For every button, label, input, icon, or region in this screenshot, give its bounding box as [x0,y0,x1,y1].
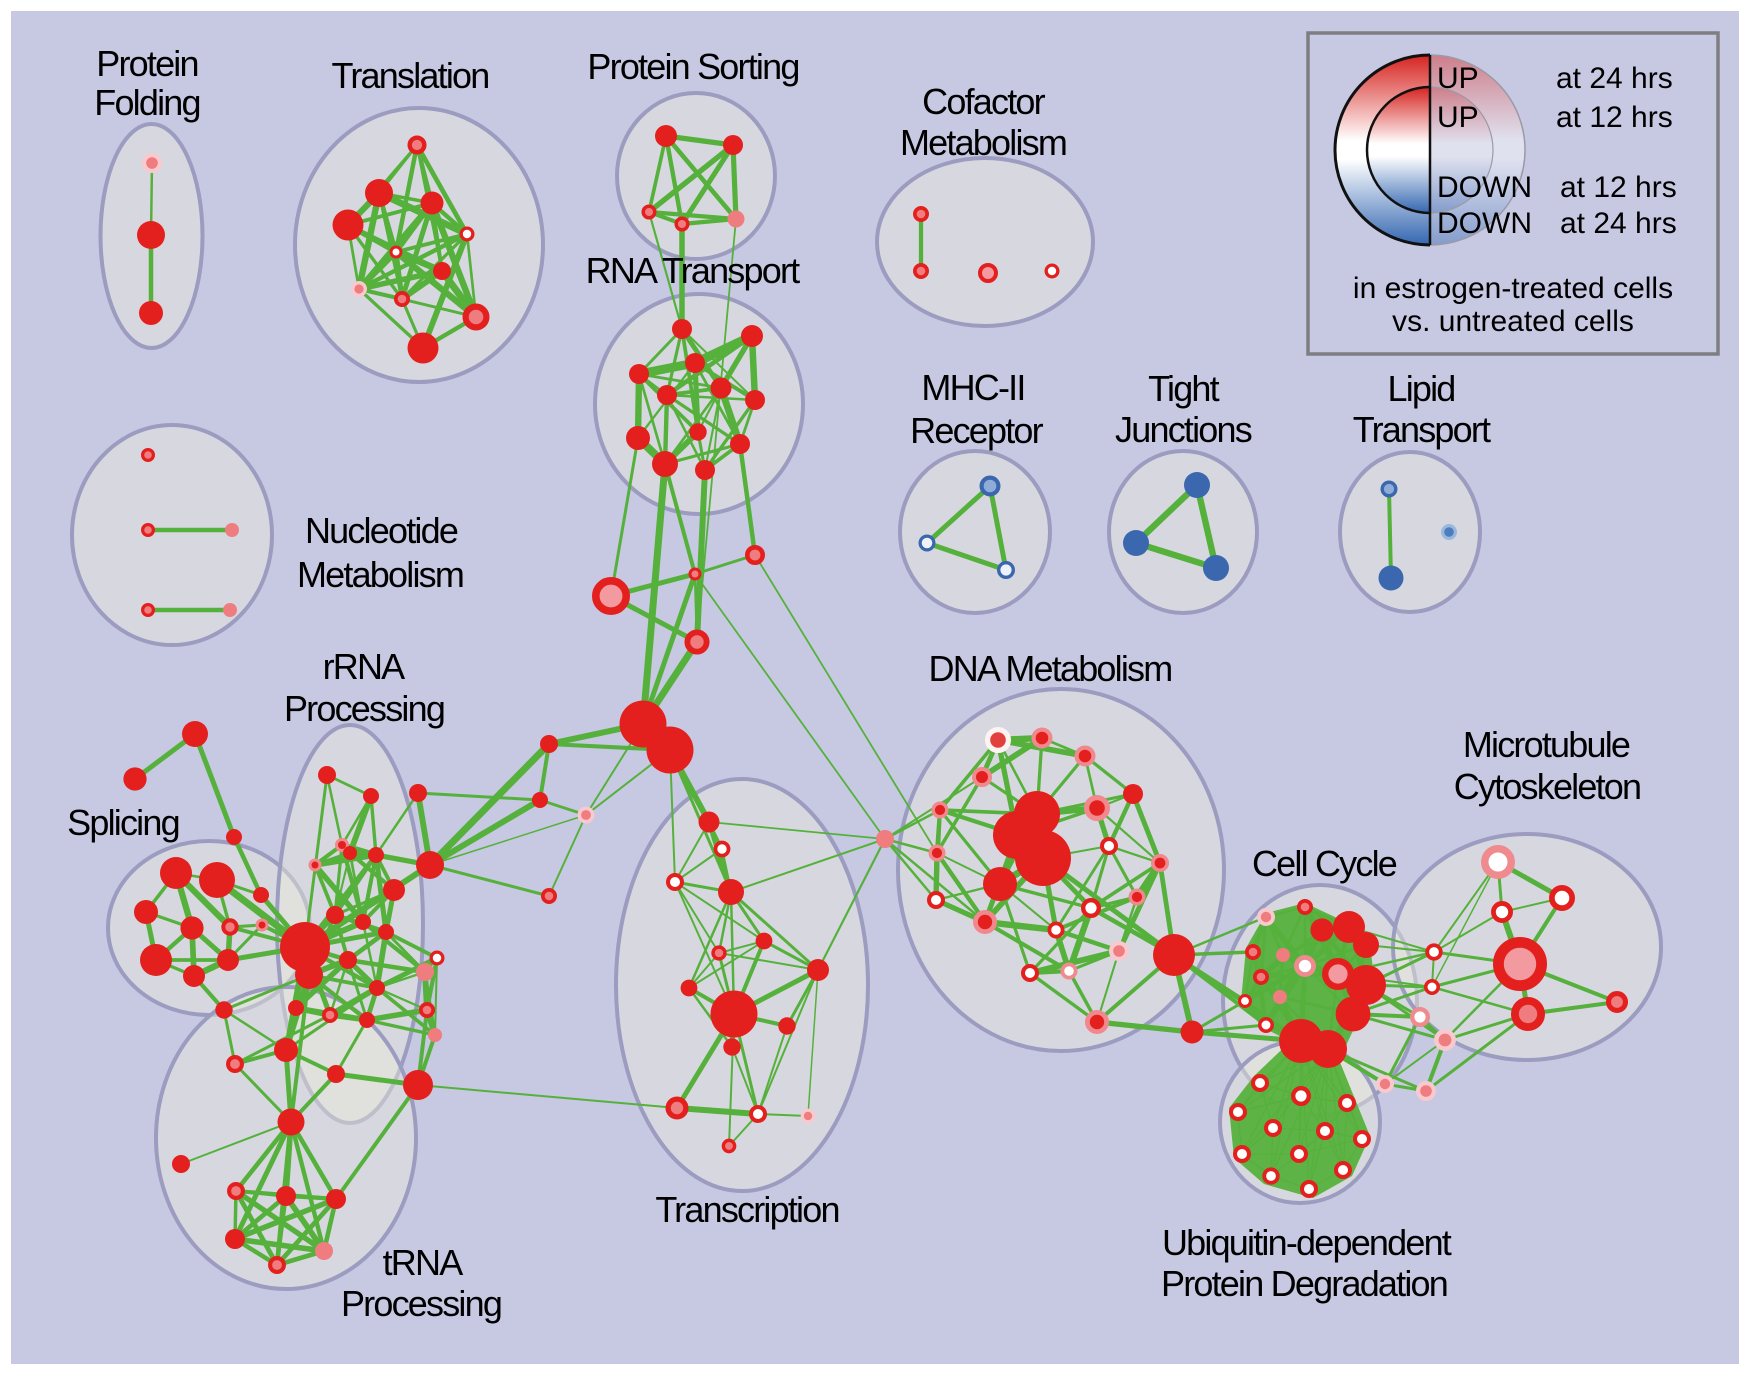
svg-text:at 12 hrs: at 12 hrs [1560,171,1677,204]
svg-text:Transcription: Transcription [655,1189,838,1230]
svg-text:DOWN: DOWN [1437,171,1532,204]
svg-text:Lipid: Lipid [1387,368,1454,409]
svg-text:at 12 hrs: at 12 hrs [1556,101,1673,134]
svg-text:Protein Sorting: Protein Sorting [587,46,798,87]
svg-text:in estrogen-treated cells: in estrogen-treated cells [1353,272,1673,305]
svg-text:Ubiquitin-dependent: Ubiquitin-dependent [1162,1222,1452,1263]
svg-text:Transport: Transport [1353,409,1491,450]
svg-text:Metabolism: Metabolism [900,122,1066,163]
svg-text:Splicing: Splicing [67,802,179,843]
svg-text:at 24 hrs: at 24 hrs [1560,207,1677,240]
svg-text:Cell Cycle: Cell Cycle [1252,843,1397,884]
svg-text:Processing: Processing [284,688,444,729]
svg-text:Junctions: Junctions [1115,409,1252,450]
svg-text:Microtubule: Microtubule [1463,724,1630,765]
svg-text:Tight: Tight [1148,368,1219,409]
svg-text:Folding: Folding [94,82,199,123]
svg-text:Processing: Processing [341,1283,501,1324]
svg-text:MHC-II: MHC-II [921,367,1024,408]
svg-text:Cytoskeleton: Cytoskeleton [1454,766,1641,807]
svg-text:DNA Metabolism: DNA Metabolism [929,648,1172,689]
svg-text:Protein Degradation: Protein Degradation [1161,1263,1447,1304]
svg-text:tRNA: tRNA [383,1242,464,1283]
svg-text:Cofactor: Cofactor [922,81,1045,122]
svg-text:Receptor: Receptor [910,410,1043,451]
svg-text:Nucleotide: Nucleotide [305,510,458,551]
svg-text:DOWN: DOWN [1437,207,1532,240]
svg-text:RNA Transport: RNA Transport [586,250,800,291]
svg-text:UP: UP [1437,101,1479,134]
svg-text:rRNA: rRNA [323,646,406,687]
svg-text:Translation: Translation [332,55,489,96]
svg-text:UP: UP [1437,62,1479,95]
svg-text:at 24 hrs: at 24 hrs [1556,62,1673,95]
svg-text:Protein: Protein [96,43,197,84]
svg-text:vs. untreated cells: vs. untreated cells [1392,305,1634,338]
svg-text:Metabolism: Metabolism [297,554,463,595]
